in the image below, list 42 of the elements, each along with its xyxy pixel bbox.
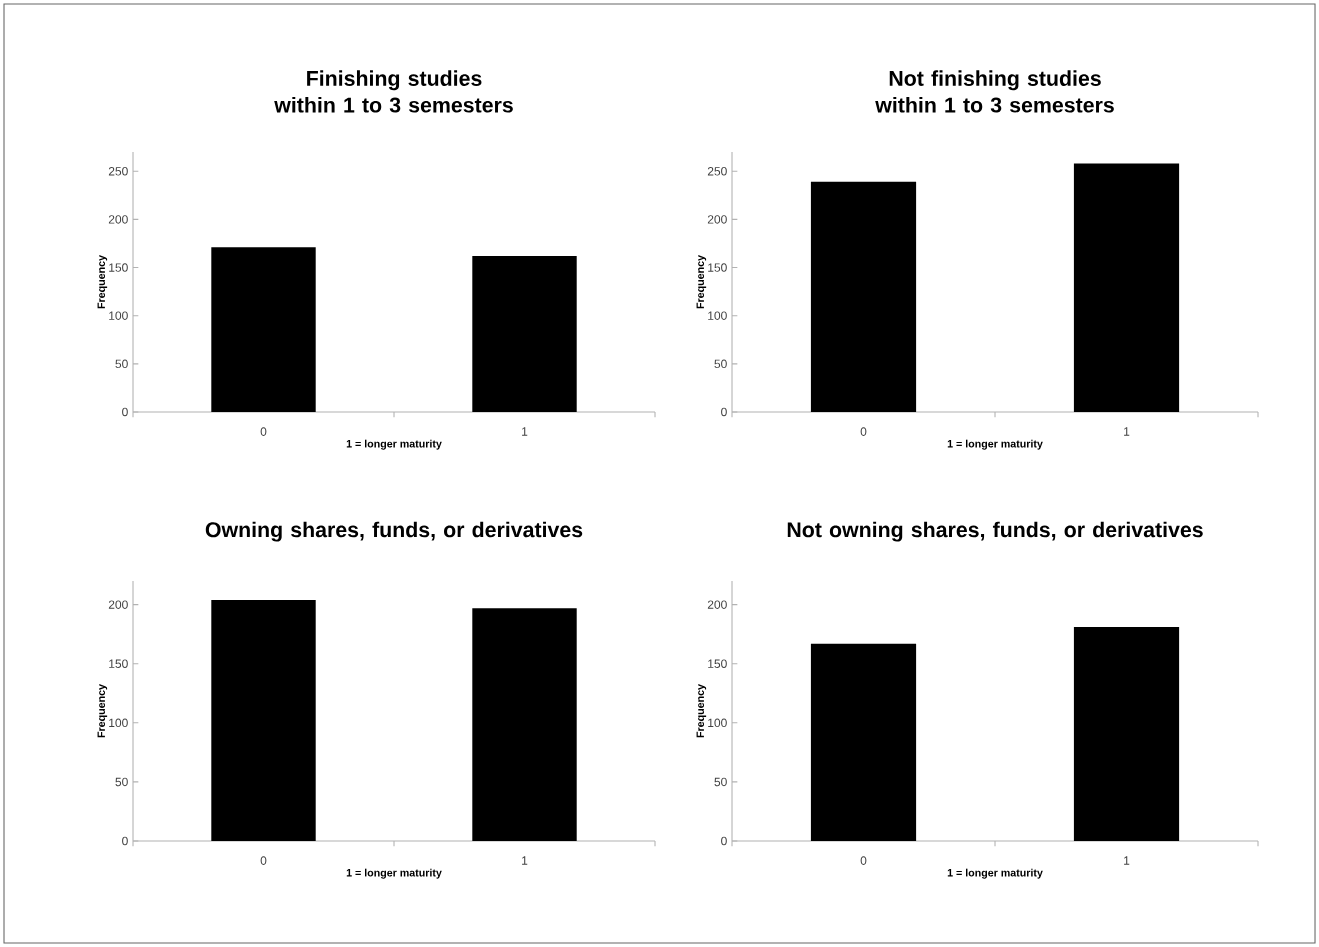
x-tick-label: 0: [260, 427, 267, 436]
y-tick-label: 50: [714, 359, 727, 369]
x-tick-label: 0: [860, 856, 867, 865]
y-axis-title: Frequency: [696, 684, 707, 738]
chart-title: Owning shares, funds, or derivatives: [205, 521, 583, 542]
y-axis-title: Frequency: [97, 684, 108, 738]
y-tick-label: 50: [714, 777, 727, 787]
y-tick-label: 0: [721, 836, 727, 846]
x-axis-title: 1 = longer maturity: [346, 868, 442, 879]
y-tick-label: 200: [108, 215, 128, 224]
y-tick-label: 0: [122, 836, 128, 846]
y-tick-label: 250: [707, 167, 727, 176]
y-tick-label: 100: [109, 311, 128, 320]
y-tick-label: 0: [721, 407, 727, 417]
y-tick-label: 100: [708, 718, 727, 728]
chart-title: Not owning shares, funds, or derivatives: [787, 521, 1203, 542]
y-tick-label: 150: [109, 263, 128, 272]
y-axis-title: Frequency: [696, 255, 707, 309]
chart-title: Finishing studies within 1 to 3 semesters: [274, 70, 513, 113]
chart-title: Not finishing studies within 1 to 3 semesters: [875, 70, 1114, 113]
y-tick-label: 200: [707, 600, 727, 609]
x-tick-label: 1: [522, 427, 528, 436]
y-tick-label: 250: [108, 167, 128, 176]
x-axis-title: 1 = longer maturity: [346, 439, 442, 450]
y-tick-label: 150: [109, 659, 128, 668]
y-tick-label: 100: [109, 718, 128, 728]
y-tick-label: 150: [708, 263, 727, 272]
x-tick-label: 1: [1124, 427, 1130, 436]
x-tick-label: 1: [522, 856, 528, 865]
y-tick-label: 0: [122, 407, 128, 417]
y-tick-label: 200: [108, 600, 128, 609]
x-tick-label: 0: [860, 427, 867, 436]
y-tick-label: 150: [708, 659, 727, 668]
x-tick-label: 0: [260, 856, 267, 865]
y-tick-label: 50: [115, 359, 128, 369]
y-tick-label: 200: [707, 215, 727, 224]
x-tick-label: 1: [1124, 856, 1130, 865]
x-axis-title: 1 = longer maturity: [947, 868, 1043, 879]
x-axis-title: 1 = longer maturity: [947, 439, 1043, 450]
y-axis-title: Frequency: [97, 255, 108, 309]
y-tick-label: 50: [115, 777, 128, 787]
y-tick-label: 100: [708, 311, 727, 320]
